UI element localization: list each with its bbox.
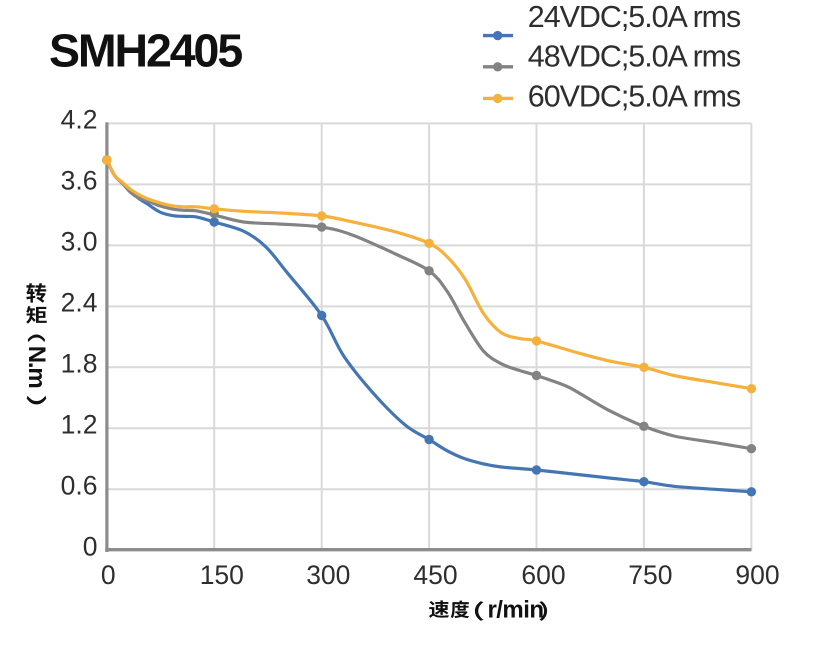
- svg-text:24VDC;5.0A rms: 24VDC;5.0A rms: [528, 0, 741, 34]
- svg-text:0.6: 0.6: [61, 471, 98, 501]
- svg-text:1.8: 1.8: [61, 349, 98, 379]
- svg-text:3.0: 3.0: [61, 227, 98, 257]
- svg-text:r/min: r/min: [488, 597, 544, 624]
- svg-text:0: 0: [101, 560, 116, 590]
- svg-text:60VDC;5.0A rms: 60VDC;5.0A rms: [528, 80, 741, 114]
- svg-text:0: 0: [83, 532, 98, 562]
- svg-text:1.2: 1.2: [61, 410, 98, 440]
- svg-text:2.4: 2.4: [61, 288, 98, 318]
- svg-text:750: 750: [628, 560, 672, 590]
- svg-text:300: 300: [306, 560, 350, 590]
- svg-text:3.6: 3.6: [61, 166, 98, 196]
- svg-text:150: 150: [200, 560, 244, 590]
- svg-text:450: 450: [413, 560, 457, 590]
- svg-text:SMH2405: SMH2405: [49, 24, 242, 76]
- svg-text:N.m: N.m: [23, 346, 50, 388]
- svg-text:4.2: 4.2: [61, 105, 98, 135]
- svg-text:600: 600: [521, 560, 565, 590]
- svg-text:900: 900: [735, 560, 779, 590]
- svg-text:48VDC;5.0A rms: 48VDC;5.0A rms: [528, 40, 741, 74]
